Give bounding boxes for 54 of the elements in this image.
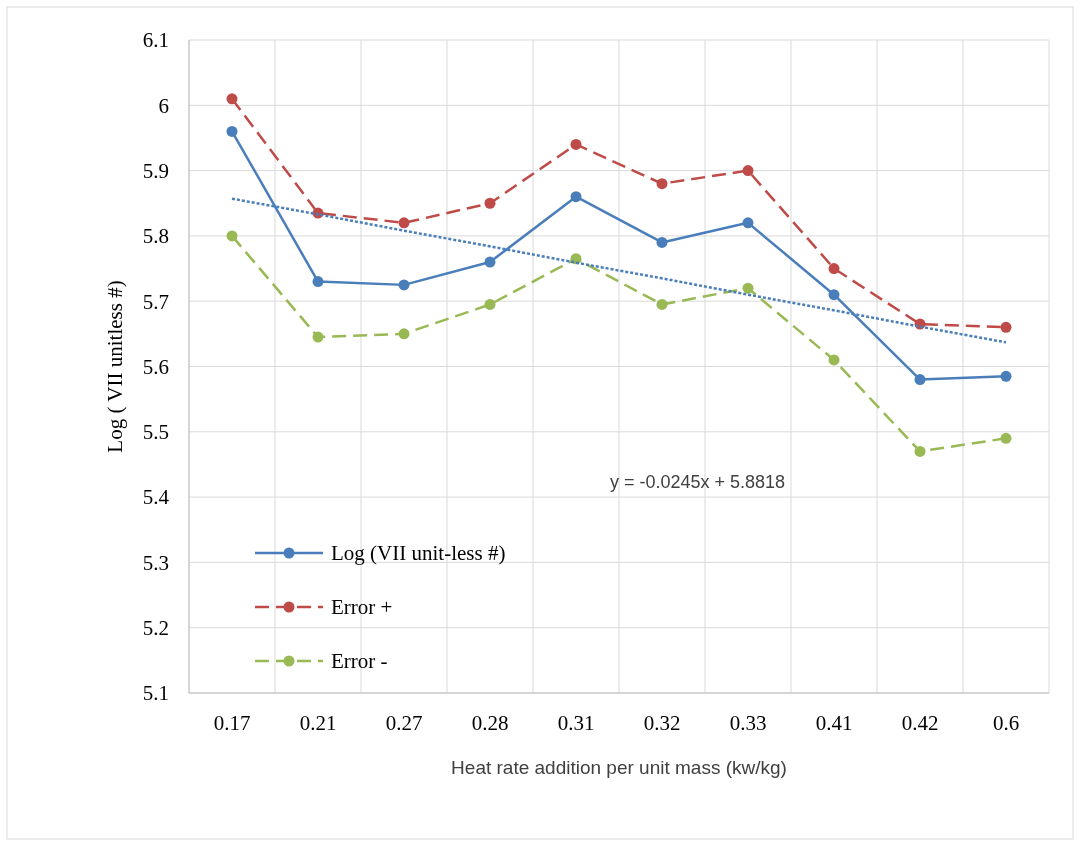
y-tick-label: 5.2 (142, 616, 169, 641)
x-axis-title: Heat rate addition per unit mass (kw/kg) (451, 757, 787, 778)
legend-label: Error - (331, 649, 388, 674)
y-tick-label: 5.1 (142, 681, 169, 706)
point (484, 197, 496, 209)
x-tick-label: 0.17 (213, 711, 251, 735)
point (570, 191, 582, 203)
x-tick-label: 0.28 (471, 711, 509, 735)
point (828, 354, 840, 366)
y-tick-label: 5.9 (142, 158, 169, 183)
point (398, 328, 410, 340)
annotation: y = -0.0245x + 5.8818 (610, 472, 786, 492)
point (226, 125, 238, 137)
point (484, 256, 496, 268)
y-tick-label: 5.4 (142, 485, 170, 510)
point (484, 298, 496, 310)
y-axis-title: Log ( VII unitless #) (103, 280, 127, 453)
point (226, 93, 238, 105)
point (398, 217, 410, 229)
x-tick-label: 0.32 (643, 711, 681, 735)
x-tick-label: 0.31 (557, 711, 595, 735)
point (742, 165, 754, 177)
y-tick-label: 5.6 (142, 354, 169, 379)
y-tick-label: 5.8 (142, 224, 169, 249)
point (1000, 432, 1012, 444)
point (914, 374, 926, 386)
point (828, 289, 840, 301)
point (656, 236, 668, 248)
x-tick-label: 0.27 (385, 711, 423, 735)
y-tick-label: 5.3 (142, 550, 169, 575)
legend-label: Error + (331, 595, 393, 620)
legend-label: Log (VII unit-less #) (331, 541, 506, 566)
x-tick-label: 0.42 (901, 711, 939, 735)
point (828, 263, 840, 275)
point (656, 298, 668, 310)
point (398, 279, 410, 291)
point (312, 276, 324, 288)
point (656, 178, 668, 190)
x-tick-label: 0.21 (299, 711, 337, 735)
point (1000, 370, 1012, 382)
point (312, 331, 324, 343)
point (742, 282, 754, 294)
point (914, 445, 926, 457)
y-tick-label: 6.1 (142, 28, 169, 53)
point (1000, 321, 1012, 333)
point (226, 230, 238, 242)
y-tick-label: 6 (158, 93, 169, 118)
x-tick-label: 0.33 (729, 711, 767, 735)
x-tick-label: 0.41 (815, 711, 853, 735)
point (742, 217, 754, 229)
y-tick-label: 5.5 (142, 420, 169, 445)
x-tick-label: 0.6 (992, 711, 1020, 735)
point (570, 138, 582, 150)
y-tick-label: 5.7 (142, 289, 169, 314)
